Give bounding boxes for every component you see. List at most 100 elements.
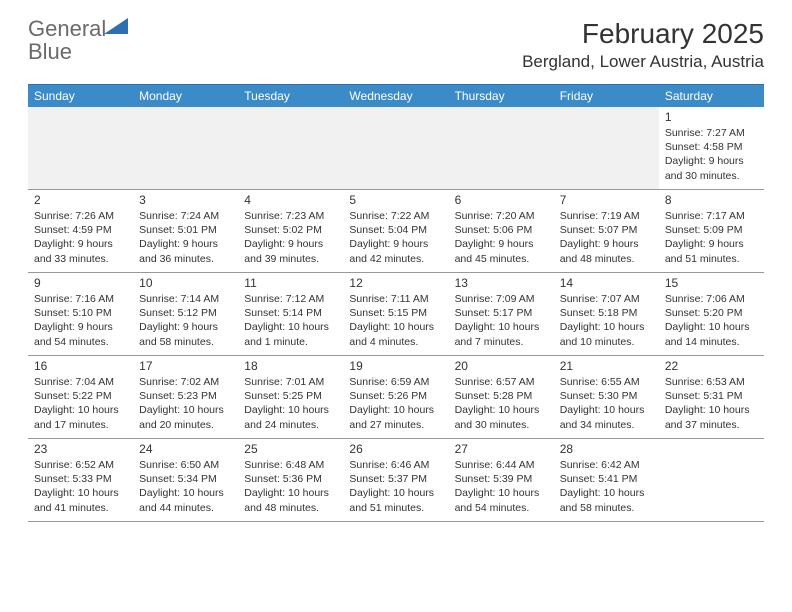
day-number: 12	[349, 276, 442, 290]
week-row: 1Sunrise: 7:27 AMSunset: 4:58 PMDaylight…	[28, 107, 764, 190]
daylight-text: Daylight: 10 hours and 7 minutes.	[455, 320, 548, 348]
day-info: Sunrise: 7:04 AMSunset: 5:22 PMDaylight:…	[34, 375, 127, 432]
day-info: Sunrise: 6:59 AMSunset: 5:26 PMDaylight:…	[349, 375, 442, 432]
day-number: 14	[560, 276, 653, 290]
day-info: Sunrise: 7:07 AMSunset: 5:18 PMDaylight:…	[560, 292, 653, 349]
day-number: 7	[560, 193, 653, 207]
day-info: Sunrise: 7:16 AMSunset: 5:10 PMDaylight:…	[34, 292, 127, 349]
day-cell: 20Sunrise: 6:57 AMSunset: 5:28 PMDayligh…	[449, 356, 554, 438]
sunset-text: Sunset: 5:39 PM	[455, 472, 548, 486]
day-header-thursday: Thursday	[449, 85, 554, 107]
weeks-container: 1Sunrise: 7:27 AMSunset: 4:58 PMDaylight…	[28, 107, 764, 522]
day-info: Sunrise: 6:52 AMSunset: 5:33 PMDaylight:…	[34, 458, 127, 515]
daylight-text: Daylight: 10 hours and 58 minutes.	[560, 486, 653, 514]
sunrise-text: Sunrise: 7:14 AM	[139, 292, 232, 306]
day-number: 17	[139, 359, 232, 373]
calendar: Sunday Monday Tuesday Wednesday Thursday…	[28, 84, 764, 522]
sunset-text: Sunset: 5:36 PM	[244, 472, 337, 486]
logo-text-block: General Blue	[28, 18, 130, 64]
day-cell: 3Sunrise: 7:24 AMSunset: 5:01 PMDaylight…	[133, 190, 238, 272]
day-cell: 7Sunrise: 7:19 AMSunset: 5:07 PMDaylight…	[554, 190, 659, 272]
day-info: Sunrise: 6:53 AMSunset: 5:31 PMDaylight:…	[665, 375, 758, 432]
sunset-text: Sunset: 5:22 PM	[34, 389, 127, 403]
day-cell: 9Sunrise: 7:16 AMSunset: 5:10 PMDaylight…	[28, 273, 133, 355]
day-info: Sunrise: 6:48 AMSunset: 5:36 PMDaylight:…	[244, 458, 337, 515]
title-block: February 2025 Bergland, Lower Austria, A…	[522, 18, 764, 72]
day-number: 21	[560, 359, 653, 373]
day-number: 6	[455, 193, 548, 207]
sunset-text: Sunset: 5:26 PM	[349, 389, 442, 403]
sunrise-text: Sunrise: 7:23 AM	[244, 209, 337, 223]
daylight-text: Daylight: 10 hours and 4 minutes.	[349, 320, 442, 348]
day-cell: 6 Sunrise: 7:20 AMSunset: 5:06 PMDaylight…	[449, 190, 554, 272]
day-cell	[133, 107, 238, 189]
day-number: 3	[139, 193, 232, 207]
sunset-text: Sunset: 5:17 PM	[455, 306, 548, 320]
day-number: 8	[665, 193, 758, 207]
daylight-text: Daylight: 10 hours and 1 minute.	[244, 320, 337, 348]
day-info: Sunrise: 7:14 AMSunset: 5:12 PMDaylight:…	[139, 292, 232, 349]
day-number: 2	[34, 193, 127, 207]
sunrise-text: Sunrise: 7:12 AM	[244, 292, 337, 306]
sunset-text: Sunset: 5:41 PM	[560, 472, 653, 486]
day-cell: 11 Sunrise: 7:12 AMSunset: 5:14 PMDayligh…	[238, 273, 343, 355]
day-number: 19	[349, 359, 442, 373]
day-info: Sunrise: 7:12 AMSunset: 5:14 PMDaylight:…	[244, 292, 337, 349]
daylight-text: Daylight: 10 hours and 37 minutes.	[665, 403, 758, 431]
sunrise-text: Sunrise: 7:26 AM	[34, 209, 127, 223]
day-number: 27	[455, 442, 548, 456]
daylight-text: Daylight: 9 hours and 45 minutes.	[455, 237, 548, 265]
day-info: Sunrise: 6:55 AMSunset: 5:30 PMDaylight:…	[560, 375, 653, 432]
daylight-text: Daylight: 9 hours and 30 minutes.	[665, 154, 758, 182]
daylight-text: Daylight: 10 hours and 41 minutes.	[34, 486, 127, 514]
daylight-text: Daylight: 9 hours and 51 minutes.	[665, 237, 758, 265]
day-number: 15	[665, 276, 758, 290]
week-row: 2 Sunrise: 7:26 AMSunset: 4:59 PMDaylight…	[28, 190, 764, 273]
day-info: Sunrise: 7:09 AMSunset: 5:17 PMDaylight:…	[455, 292, 548, 349]
day-info: Sunrise: 7:20 AMSunset: 5:06 PMDaylight:…	[455, 209, 548, 266]
day-number: 18	[244, 359, 337, 373]
day-info: Sunrise: 7:06 AMSunset: 5:20 PMDaylight:…	[665, 292, 758, 349]
day-cell: 18 Sunrise: 7:01 AMSunset: 5:25 PMDayligh…	[238, 356, 343, 438]
daylight-text: Daylight: 9 hours and 42 minutes.	[349, 237, 442, 265]
day-cell: 1Sunrise: 7:27 AMSunset: 4:58 PMDaylight…	[659, 107, 764, 189]
day-info: Sunrise: 6:57 AMSunset: 5:28 PMDaylight:…	[455, 375, 548, 432]
daylight-text: Daylight: 9 hours and 39 minutes.	[244, 237, 337, 265]
daylight-text: Daylight: 10 hours and 51 minutes.	[349, 486, 442, 514]
sunset-text: Sunset: 5:02 PM	[244, 223, 337, 237]
day-info: Sunrise: 6:46 AMSunset: 5:37 PMDaylight:…	[349, 458, 442, 515]
sunrise-text: Sunrise: 7:24 AM	[139, 209, 232, 223]
day-number: 11	[244, 276, 337, 290]
day-cell: 19 Sunrise: 6:59 AMSunset: 5:26 PMDayligh…	[343, 356, 448, 438]
day-cell: 13Sunrise: 7:09 AMSunset: 5:17 PMDayligh…	[449, 273, 554, 355]
day-cell: 23Sunrise: 6:52 AMSunset: 5:33 PMDayligh…	[28, 439, 133, 521]
day-cell: 27 Sunrise: 6:44 AMSunset: 5:39 PMDayligh…	[449, 439, 554, 521]
daylight-text: Daylight: 9 hours and 58 minutes.	[139, 320, 232, 348]
page-title: February 2025	[522, 18, 764, 50]
location-text: Bergland, Lower Austria, Austria	[522, 52, 764, 72]
day-cell: 8Sunrise: 7:17 AMSunset: 5:09 PMDaylight…	[659, 190, 764, 272]
day-number: 22	[665, 359, 758, 373]
sunset-text: Sunset: 5:10 PM	[34, 306, 127, 320]
sunrise-text: Sunrise: 6:53 AM	[665, 375, 758, 389]
day-cell	[554, 107, 659, 189]
day-number: 24	[139, 442, 232, 456]
logo: General Blue	[28, 18, 130, 64]
daylight-text: Daylight: 10 hours and 34 minutes.	[560, 403, 653, 431]
day-info: Sunrise: 6:44 AMSunset: 5:39 PMDaylight:…	[455, 458, 548, 515]
daylight-text: Daylight: 10 hours and 20 minutes.	[139, 403, 232, 431]
daylight-text: Daylight: 10 hours and 48 minutes.	[244, 486, 337, 514]
daylight-text: Daylight: 10 hours and 14 minutes.	[665, 320, 758, 348]
sunrise-text: Sunrise: 6:46 AM	[349, 458, 442, 472]
daylight-text: Daylight: 10 hours and 17 minutes.	[34, 403, 127, 431]
day-cell	[659, 439, 764, 521]
day-number: 1	[665, 110, 758, 124]
daylight-text: Daylight: 9 hours and 36 minutes.	[139, 237, 232, 265]
day-info: Sunrise: 7:26 AMSunset: 4:59 PMDaylight:…	[34, 209, 127, 266]
day-info: Sunrise: 7:01 AMSunset: 5:25 PMDaylight:…	[244, 375, 337, 432]
sunrise-text: Sunrise: 7:17 AM	[665, 209, 758, 223]
sunset-text: Sunset: 5:34 PM	[139, 472, 232, 486]
daylight-text: Daylight: 10 hours and 44 minutes.	[139, 486, 232, 514]
week-row: 9Sunrise: 7:16 AMSunset: 5:10 PMDaylight…	[28, 273, 764, 356]
sunset-text: Sunset: 5:15 PM	[349, 306, 442, 320]
